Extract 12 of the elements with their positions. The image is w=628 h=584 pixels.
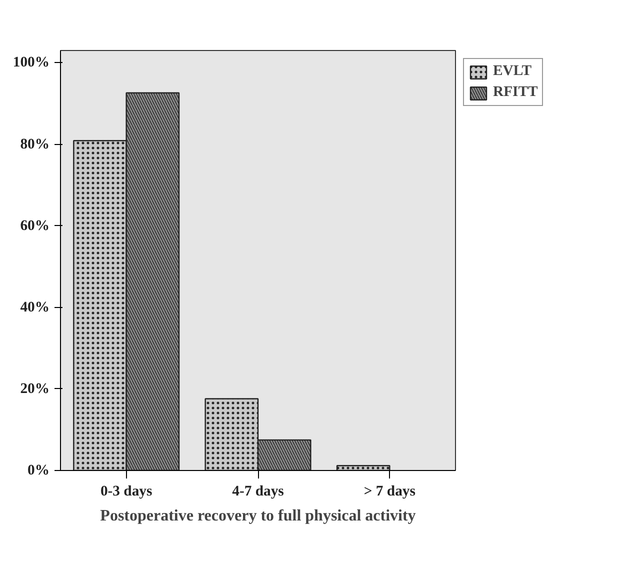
y-tick-label: 80% (20, 136, 50, 152)
y-tick-label: 100% (12, 54, 50, 71)
x-tick-label: 4-7 days (232, 484, 284, 500)
y-tick-label: 0% (28, 462, 50, 478)
legend-label: EVLT (493, 63, 532, 80)
y-tick-label: 60% (20, 218, 50, 234)
legend-label: RFITT (493, 84, 538, 101)
x-axis-title: Postoperative recovery to full physical activity (100, 508, 416, 524)
x-tick-label: 0-3 days (100, 484, 152, 500)
x-tick-label: > 7 days (364, 484, 416, 500)
y-tick-label: 20% (20, 380, 50, 397)
y-tick-label: 40% (20, 299, 50, 316)
